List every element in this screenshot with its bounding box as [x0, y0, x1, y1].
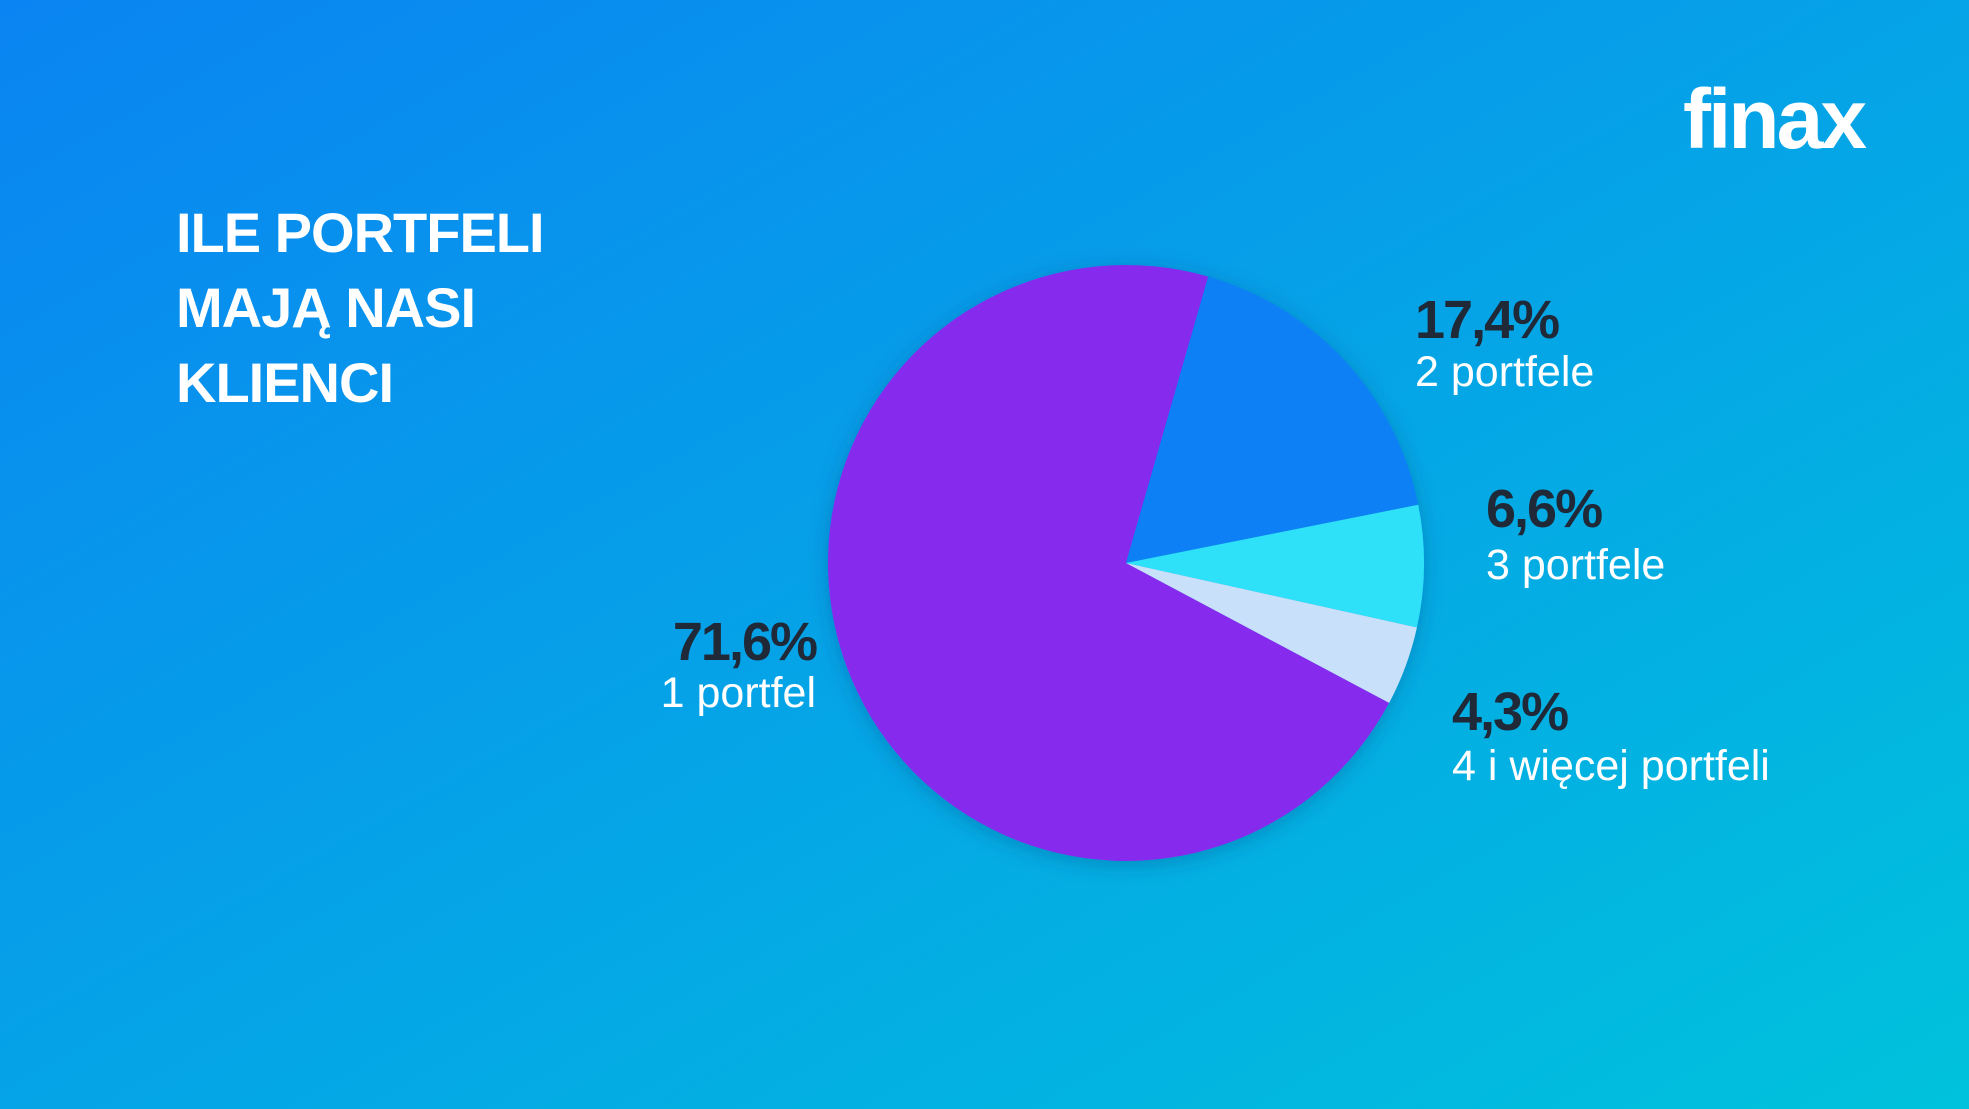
value-label: 6,6% — [1486, 479, 1602, 539]
pie-slice — [828, 265, 1390, 862]
chart-title: ILE PORTFELI — [176, 201, 544, 264]
chart-title: MAJĄ NASI — [176, 276, 475, 339]
category-label: 2 portfele — [1415, 348, 1594, 396]
pie-slice — [1126, 563, 1417, 703]
logo: finax — [1683, 72, 1867, 166]
pie-slice — [1126, 276, 1419, 563]
value-label: 17,4% — [1415, 290, 1559, 350]
category-label: 3 portfele — [1486, 541, 1665, 589]
category-label: 4 i więcej portfeli — [1452, 742, 1770, 790]
value-label: 71,6% — [673, 612, 817, 672]
value-label: 4,3% — [1452, 682, 1568, 742]
category-label: 1 portfel — [661, 669, 816, 717]
chart-title: KLIENCI — [176, 351, 393, 414]
pie-slice — [1126, 504, 1425, 628]
pie — [828, 265, 1425, 862]
